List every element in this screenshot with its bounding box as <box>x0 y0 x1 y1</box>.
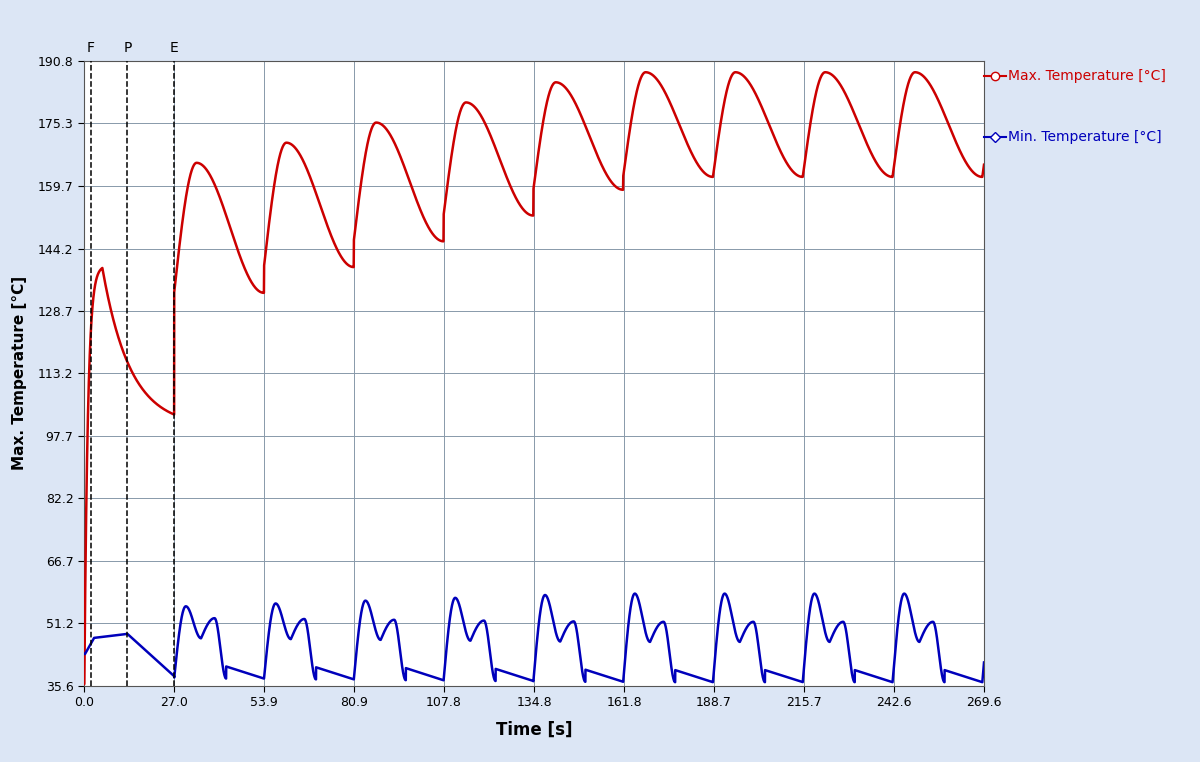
Text: P: P <box>124 40 132 55</box>
Text: E: E <box>169 40 179 55</box>
Text: Max. Temperature [°C]: Max. Temperature [°C] <box>1008 69 1166 83</box>
Y-axis label: Max. Temperature [°C]: Max. Temperature [°C] <box>12 277 26 470</box>
Text: Min. Temperature [°C]: Min. Temperature [°C] <box>1008 130 1162 144</box>
X-axis label: Time [s]: Time [s] <box>496 720 572 738</box>
Text: F: F <box>86 40 95 55</box>
